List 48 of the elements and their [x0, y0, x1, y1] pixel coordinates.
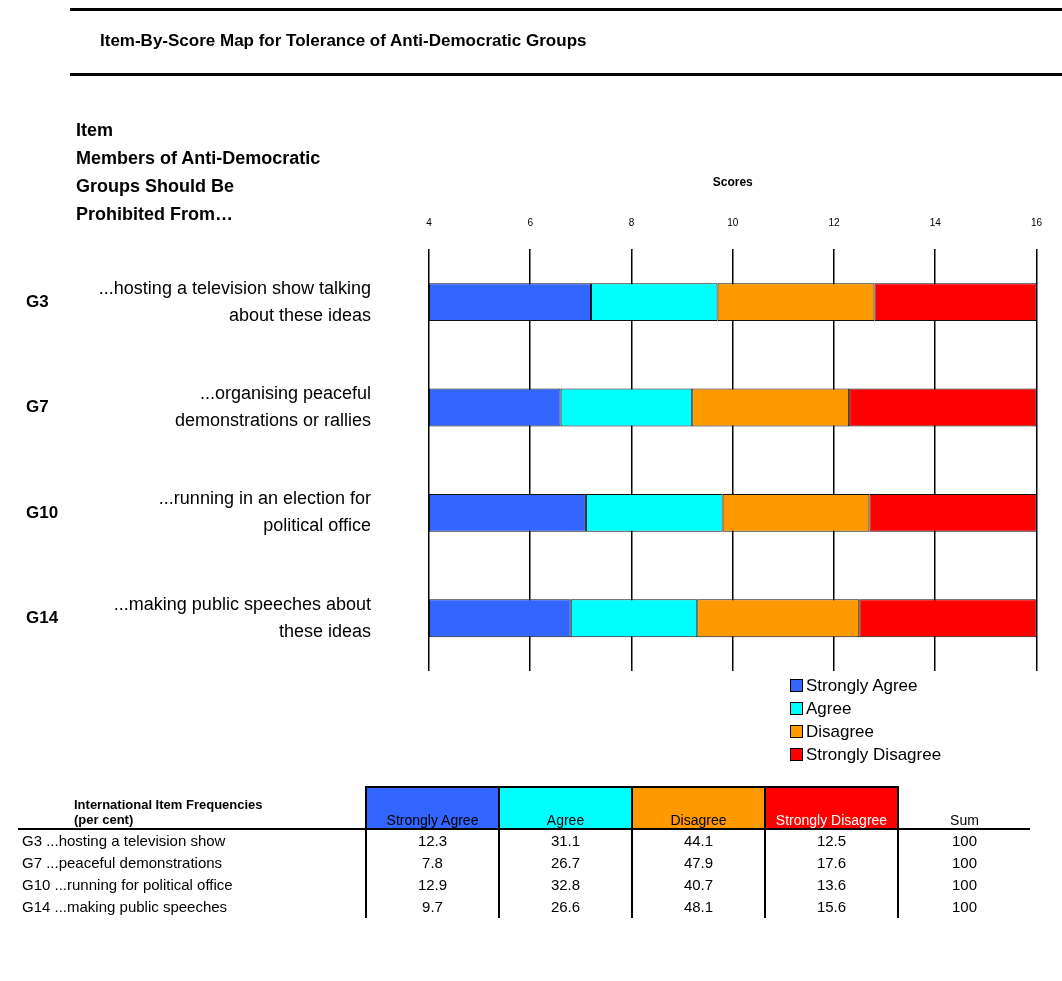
- category-label: G10 ...running for political office: [21, 875, 234, 895]
- text: Strongly Agree: [366, 787, 499, 829]
- data-label: 100: [951, 831, 978, 851]
- data-label: 15.6: [765, 896, 898, 918]
- x-tick-label: 10: [727, 217, 739, 229]
- data-label: 12.5: [765, 829, 898, 852]
- data-label: 31.1: [499, 829, 632, 852]
- x-tick-label: 6: [527, 217, 534, 229]
- y-axis-title: Item Members of Anti-Democratic Groups Should Be Prohibited From…: [76, 119, 322, 226]
- category-label: G3 ...hosting a television show talking about these ideas: [26, 277, 371, 325]
- data-label: 7.8: [366, 852, 499, 874]
- data-label: 44.1: [632, 829, 765, 852]
- legend-label: Disagree: [806, 721, 875, 743]
- category-label: G3 ...hosting a television show: [21, 831, 227, 851]
- category-label: G14 ...making public speeches: [21, 897, 229, 917]
- data-label: 17.6: [765, 852, 898, 874]
- x-tick-label: 12: [828, 217, 840, 229]
- legend-label: Strongly Agree: [806, 675, 918, 697]
- data-label: 100: [951, 897, 978, 917]
- data-label: 13.6: [765, 874, 898, 896]
- data-label: 32.8: [499, 874, 632, 896]
- category-label: G7 ...peaceful demonstrations: [21, 853, 224, 873]
- category-label: G10 ...running in an election for political office: [26, 488, 371, 536]
- text: Sum: [898, 787, 1030, 829]
- text: Disagree: [632, 787, 765, 829]
- text: International Item Frequencies (per cent): [18, 787, 366, 829]
- data-label: 100: [951, 875, 978, 895]
- chart-title: Item-By-Score Map for Tolerance of Anti-Democratic Groups: [70, 8, 1062, 76]
- data-label: 100: [951, 853, 978, 873]
- data-label: 40.7: [632, 874, 765, 896]
- legend-label: Strongly Disagree: [806, 744, 942, 766]
- text: Strongly Disagree: [765, 787, 898, 829]
- x-tick-label: 14: [929, 217, 942, 229]
- category-label: G7 ...organising peaceful demonstrations or rallies: [26, 382, 371, 430]
- x-tick-label: 8: [628, 217, 635, 229]
- data-label: 47.9: [632, 852, 765, 874]
- legend-label: Agree: [806, 698, 852, 720]
- data-label: 12.3: [366, 829, 499, 852]
- data-label: 26.6: [499, 896, 632, 918]
- data-label: 9.7: [366, 896, 499, 918]
- x-tick-label: 4: [426, 217, 433, 229]
- data-label: 48.1: [632, 896, 765, 918]
- data-label: 26.7: [499, 852, 632, 874]
- x-tick-label: 16: [1030, 217, 1043, 229]
- data-label: 12.9: [366, 874, 499, 896]
- x-axis-title: Scores: [712, 174, 754, 189]
- category-label: G14 ...making public speeches about these ideas: [26, 593, 371, 641]
- text: Agree: [499, 787, 632, 829]
